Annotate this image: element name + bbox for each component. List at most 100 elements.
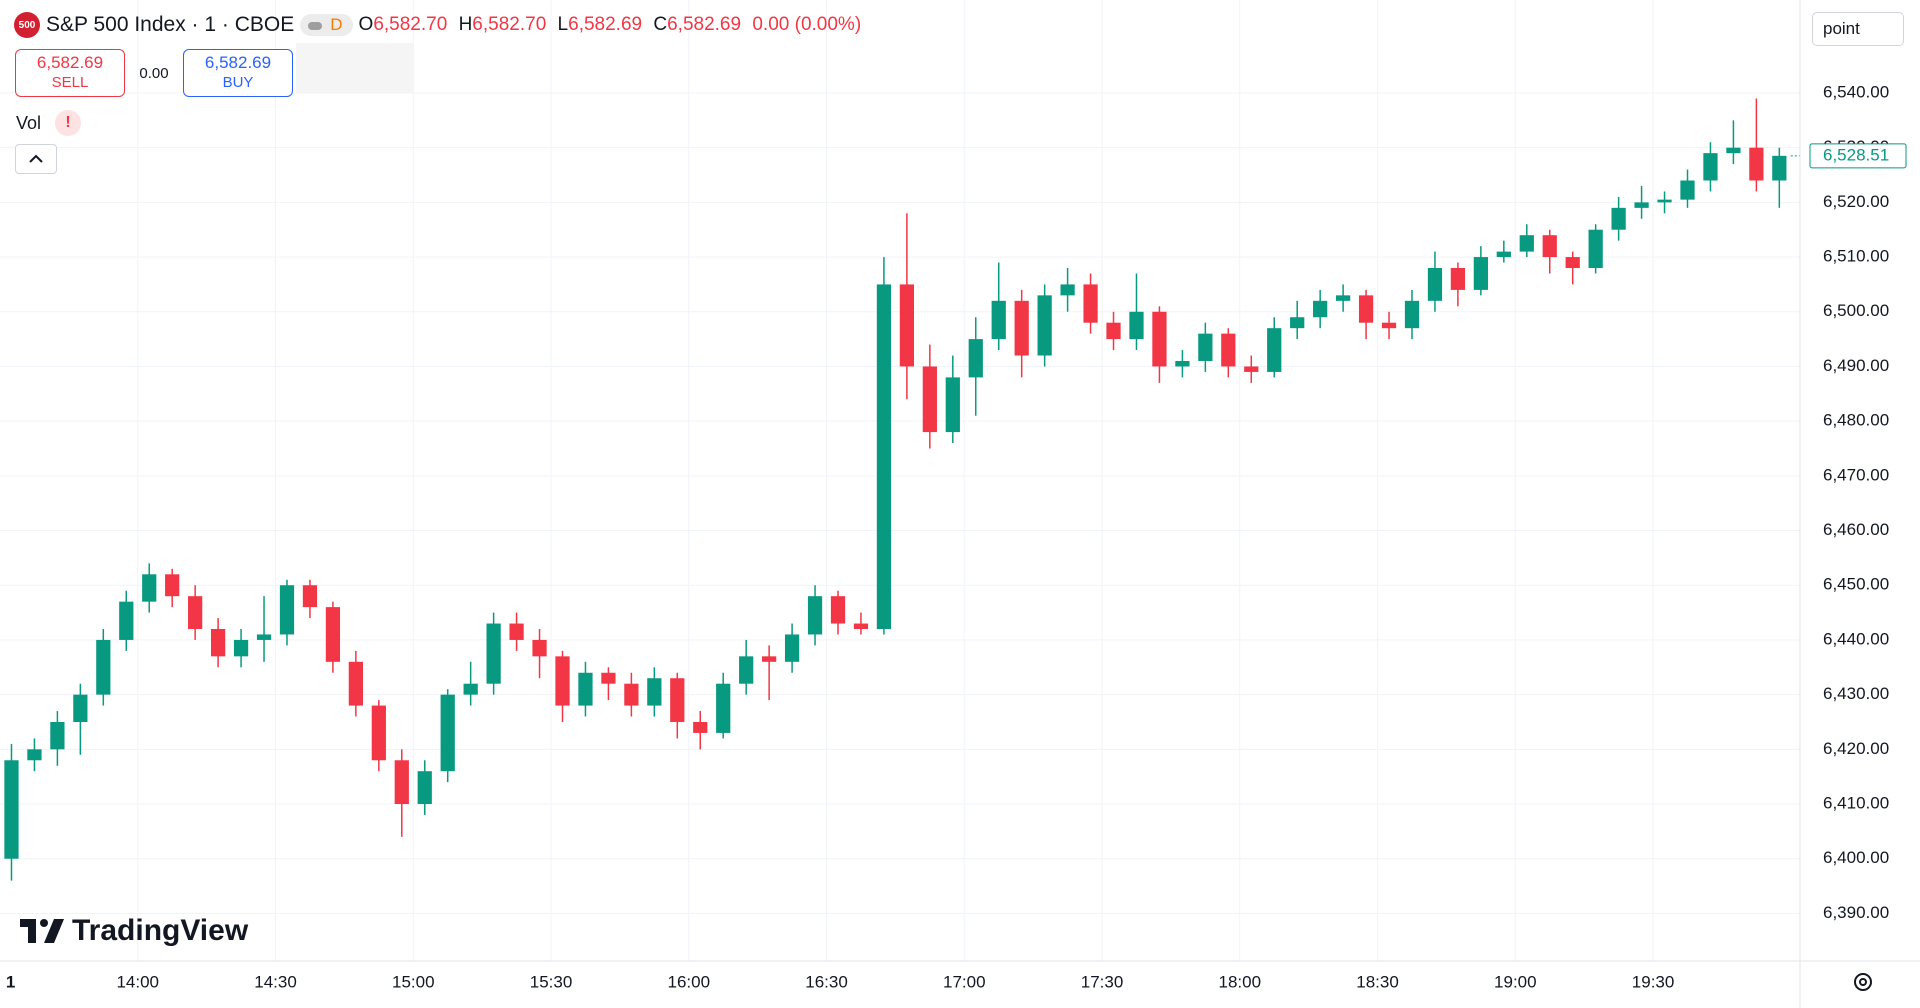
buy-button[interactable]: 6,582.69 BUY xyxy=(183,49,293,97)
y-tick-label: 6,490.00 xyxy=(1823,356,1889,375)
panel-background xyxy=(296,43,414,93)
candle-body xyxy=(233,639,249,657)
candle-body xyxy=(1244,366,1259,372)
y-tick-label: 6,540.00 xyxy=(1823,82,1889,101)
candle-body xyxy=(807,596,823,635)
candle-body xyxy=(968,339,983,378)
candle-body xyxy=(1037,295,1052,356)
x-tick-label: 18:30 xyxy=(1356,972,1399,991)
x-tick-label: 16:00 xyxy=(668,972,711,991)
ohlc-value: 6,582.70 xyxy=(472,14,547,35)
candle-body xyxy=(945,377,960,433)
sell-label: SELL xyxy=(51,74,89,91)
candle-body xyxy=(348,661,363,706)
x-tick-label: 15:30 xyxy=(530,972,573,991)
symbol-title[interactable]: S&P 500 Index · 1 · CBOE xyxy=(46,13,295,36)
candle-body xyxy=(440,694,455,772)
candle-body xyxy=(1175,360,1190,367)
symbol-legend: 500 S&P 500 Index · 1 · CBOE D O6,582.70… xyxy=(14,12,867,38)
ohlc-value: 6,582.70 xyxy=(373,14,448,35)
candle-body xyxy=(1496,251,1511,258)
candle-body xyxy=(4,760,19,859)
change-value: 0.00 (0.00%) xyxy=(752,14,862,35)
watermark-logo: TradingView xyxy=(20,914,248,948)
y-tick-label: 6,400.00 xyxy=(1823,848,1889,867)
candle-body xyxy=(1427,268,1443,301)
buy-price: 6,582.69 xyxy=(204,53,272,72)
y-tick-label: 6,470.00 xyxy=(1823,465,1889,484)
spread: 0.00 xyxy=(139,64,169,82)
ohlc-label: O xyxy=(358,14,374,35)
x-tick-label: 18:00 xyxy=(1219,972,1262,991)
candle-body xyxy=(762,656,777,662)
volume-label: Vol xyxy=(16,112,42,133)
candle-body xyxy=(256,634,272,640)
ohlc-value: 6,582.69 xyxy=(568,14,643,35)
candle-body xyxy=(1473,257,1488,290)
symbol-icon: 500 xyxy=(14,12,40,38)
x-tick-label: 17:00 xyxy=(943,972,986,991)
candle-body xyxy=(1335,295,1351,301)
candle-body xyxy=(853,623,869,629)
y-tick-label: 6,520.00 xyxy=(1823,192,1889,211)
candle-body xyxy=(302,585,318,608)
candle-body xyxy=(1152,311,1167,367)
candle-body xyxy=(647,678,662,706)
candle-body xyxy=(1129,311,1144,340)
units-selector[interactable]: point xyxy=(1812,12,1904,46)
collapse-button[interactable] xyxy=(15,144,57,174)
candle-body xyxy=(1657,199,1672,203)
candle-body xyxy=(1450,268,1466,290)
candle-body xyxy=(463,683,478,695)
candle-body xyxy=(1519,235,1534,252)
volume-legend: Vol ! xyxy=(16,110,82,136)
candle-body xyxy=(670,678,685,722)
settings-icon[interactable] xyxy=(1854,973,1872,991)
candle-body xyxy=(96,639,111,695)
warning-icon[interactable]: ! xyxy=(55,110,82,136)
candle-body xyxy=(1703,153,1718,181)
candle-body xyxy=(1267,328,1282,372)
candle-body xyxy=(1404,300,1420,329)
candle-body xyxy=(784,634,800,662)
candle-body xyxy=(486,623,501,684)
candle-body xyxy=(73,694,88,722)
chevron-up xyxy=(29,154,43,163)
candle-body xyxy=(1611,207,1626,230)
candle-body xyxy=(716,683,731,733)
x-tick-label: 15:00 xyxy=(392,972,435,991)
candle-body xyxy=(1106,322,1121,340)
candle-body xyxy=(50,721,65,750)
x-tick-label: 14:30 xyxy=(254,972,297,991)
candle-body xyxy=(1358,295,1374,323)
y-tick-label: 6,390.00 xyxy=(1823,903,1889,922)
candle-body xyxy=(27,749,42,761)
sell-button[interactable]: 6,582.69 SELL xyxy=(15,49,125,97)
logo-text: TradingView xyxy=(72,914,249,947)
logo-mark xyxy=(20,919,64,943)
ohlc-label: L xyxy=(557,14,569,35)
candle-body xyxy=(1221,333,1236,367)
x-tick-label: 14:00 xyxy=(116,972,159,991)
candle-body xyxy=(165,574,180,597)
candle-body xyxy=(119,601,134,640)
x-tick-label: 17:30 xyxy=(1081,972,1124,991)
data-badge[interactable]: D xyxy=(300,14,353,36)
y-tick-label: 6,460.00 xyxy=(1823,520,1889,539)
x-tick-label: 16:30 xyxy=(805,972,848,991)
candle-body xyxy=(1313,300,1328,318)
candle-body xyxy=(1749,147,1764,181)
candle-body xyxy=(693,721,708,733)
ohlc-label: C xyxy=(653,14,668,35)
buy-label: BUY xyxy=(222,74,254,91)
candle-body xyxy=(1290,317,1305,329)
sell-price: 6,582.69 xyxy=(36,53,104,72)
x-tick-label: 19:30 xyxy=(1632,972,1675,991)
candle-body xyxy=(830,596,846,624)
candle-body xyxy=(1680,180,1695,200)
y-tick-label: 6,480.00 xyxy=(1823,411,1889,430)
ohlc-label: H xyxy=(458,14,473,35)
last-price-label: 6,528.51 xyxy=(1823,145,1889,164)
candle-body xyxy=(1060,284,1075,296)
